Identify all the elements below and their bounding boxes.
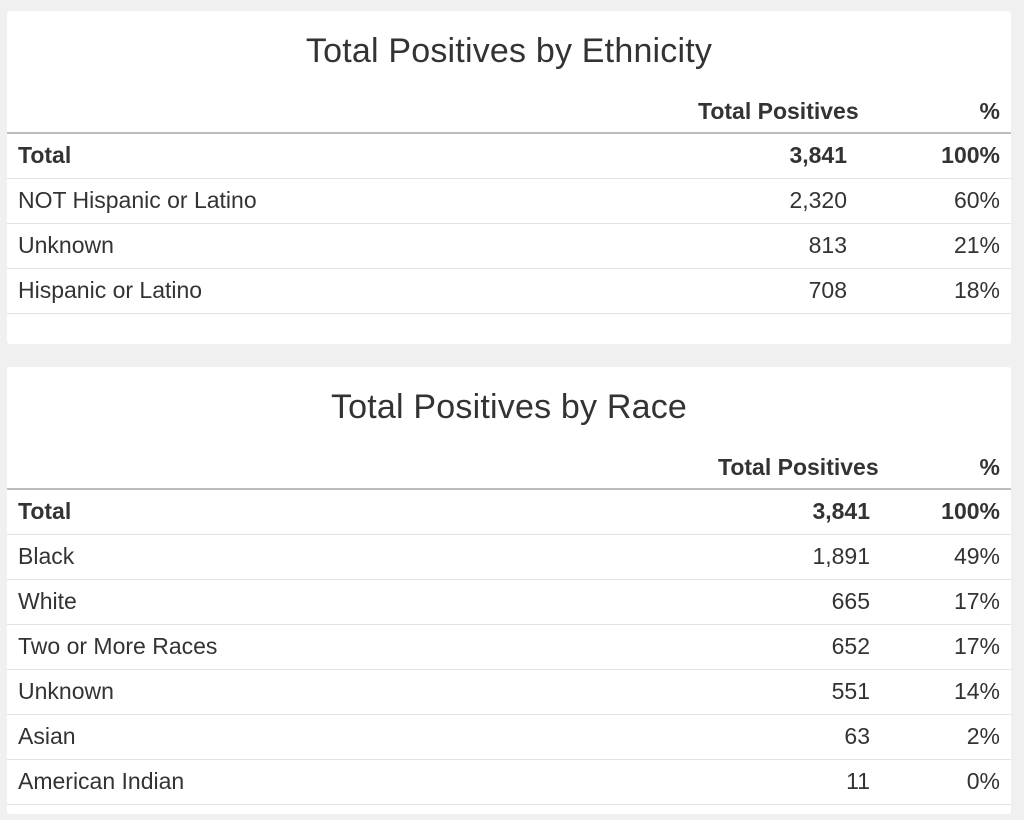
row-label: Hispanic or Latino (7, 268, 687, 314)
row-count: 813 (687, 223, 858, 269)
row-percent: 0% (881, 759, 1011, 805)
ethnicity-header-percent: % (858, 91, 1011, 134)
table-row: Unknown 813 21% (7, 223, 1011, 269)
row-percent: 14% (881, 669, 1011, 715)
ethnicity-header-row: Total Positives % (7, 91, 1011, 134)
row-label: White (7, 579, 707, 625)
row-count: 652 (707, 624, 881, 670)
row-count: 551 (707, 669, 881, 715)
table-row: NOT Hispanic or Latino 2,320 60% (7, 178, 1011, 224)
ethnicity-header-total-positives: Total Positives (687, 91, 859, 134)
ethnicity-card: Total Positives by Ethnicity Total Posit… (7, 11, 1011, 344)
row-label: Unknown (7, 669, 707, 715)
row-count: 2,320 (687, 178, 858, 224)
race-table: Total Positives % Total 3,841 100% Black… (7, 447, 1011, 805)
row-count: 3,841 (707, 489, 881, 535)
race-header-row: Total Positives % (7, 447, 1011, 490)
row-count: 11 (707, 759, 881, 805)
ethnicity-title: Total Positives by Ethnicity (305, 32, 713, 70)
row-percent: 60% (858, 178, 1011, 224)
row-count: 3,841 (687, 133, 858, 179)
row-label: Black (7, 534, 707, 580)
table-row: Total 3,841 100% (7, 489, 1011, 535)
race-card: Total Positives by Race Total Positives … (7, 367, 1011, 814)
row-percent: 17% (881, 624, 1011, 670)
table-row: Black 1,891 49% (7, 534, 1011, 580)
row-label: Asian (7, 714, 707, 760)
ethnicity-table: Total Positives % Total 3,841 100% NOT H… (7, 91, 1011, 314)
row-percent: 49% (881, 534, 1011, 580)
row-label: Total (7, 489, 707, 535)
row-percent: 2% (881, 714, 1011, 760)
row-percent: 100% (881, 489, 1011, 535)
row-label: Unknown (7, 223, 687, 269)
table-row: Asian 63 2% (7, 714, 1011, 760)
ethnicity-header-category (7, 91, 687, 134)
race-header-percent: % (881, 447, 1011, 490)
row-count: 63 (707, 714, 881, 760)
row-label: Total (7, 133, 687, 179)
table-row: American Indian 11 0% (7, 759, 1011, 805)
row-percent: 21% (858, 223, 1011, 269)
race-title: Total Positives by Race (330, 388, 688, 426)
table-row: Unknown 551 14% (7, 669, 1011, 715)
table-row: White 665 17% (7, 579, 1011, 625)
race-header-category (7, 447, 707, 490)
table-row: Hispanic or Latino 708 18% (7, 268, 1011, 314)
table-row: Two or More Races 652 17% (7, 624, 1011, 670)
row-label: Two or More Races (7, 624, 707, 670)
row-label: NOT Hispanic or Latino (7, 178, 687, 224)
row-label: American Indian (7, 759, 707, 805)
row-count: 708 (687, 268, 858, 314)
row-percent: 100% (858, 133, 1011, 179)
row-percent: 17% (881, 579, 1011, 625)
row-count: 665 (707, 579, 881, 625)
race-header-total-positives: Total Positives (707, 447, 881, 490)
row-percent: 18% (858, 268, 1011, 314)
table-row: Total 3,841 100% (7, 133, 1011, 179)
row-count: 1,891 (707, 534, 881, 580)
